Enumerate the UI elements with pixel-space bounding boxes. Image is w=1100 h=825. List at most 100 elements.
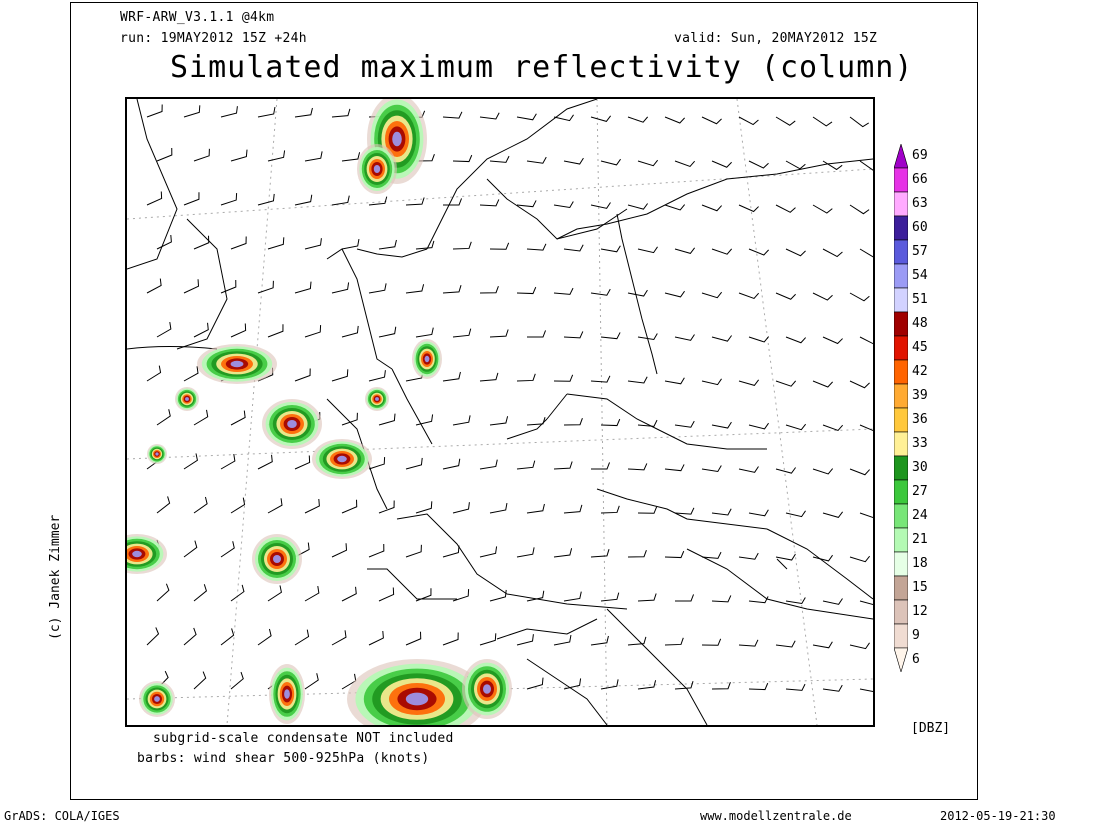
wind-barb <box>193 409 209 426</box>
legend-swatch-6 <box>894 647 908 672</box>
map-canvas <box>127 99 873 725</box>
wind-barb <box>785 160 806 170</box>
legend-swatch-30 <box>894 455 908 481</box>
author-credit: (c) Janek Zimmer <box>48 514 63 640</box>
legend-label-45: 45 <box>912 340 928 355</box>
legend-label-69: 69 <box>912 148 928 163</box>
valid-label: valid: Sun, 20MAY2012 15Z <box>674 31 878 46</box>
reflectivity-cell <box>185 397 189 401</box>
wind-barb <box>812 641 833 649</box>
wind-barb <box>590 635 609 646</box>
wind-barb <box>822 511 844 518</box>
wind-barb <box>553 634 572 646</box>
wind-barb <box>516 113 537 121</box>
wind-barb <box>331 543 348 558</box>
wind-barb <box>146 278 162 294</box>
wind-barb <box>591 462 611 470</box>
wind-barb <box>294 107 313 118</box>
coastlines <box>127 99 873 725</box>
wind-barb <box>849 642 870 650</box>
wind-barb <box>748 596 769 604</box>
wind-barb <box>516 286 537 295</box>
legend-label-39: 39 <box>912 388 928 403</box>
wind-barb <box>822 160 843 171</box>
wind-barb <box>812 554 833 562</box>
wind-barb <box>812 116 833 127</box>
wind-barb <box>267 237 285 250</box>
graticule <box>127 99 873 725</box>
legend-swatch-33 <box>894 431 908 457</box>
reflectivity-cell <box>483 684 491 694</box>
wind-barb <box>859 160 873 171</box>
legend-swatch-45 <box>894 335 908 361</box>
legend-label-33: 33 <box>912 436 928 451</box>
wind-barb <box>516 460 536 470</box>
wind-barb <box>230 149 248 162</box>
wind-barb <box>748 160 769 169</box>
wind-barb <box>637 419 658 427</box>
legend-label-63: 63 <box>912 196 928 211</box>
wind-barb <box>452 154 473 163</box>
wind-barb <box>479 112 500 120</box>
wind-barb <box>220 541 235 558</box>
wind-barb <box>368 544 385 558</box>
wind-barb <box>452 241 472 250</box>
wind-barb <box>711 508 732 516</box>
wind-barb <box>637 593 657 602</box>
legend-swatch-18 <box>894 551 908 577</box>
wind-barb <box>526 156 547 164</box>
wind-barb <box>637 246 658 254</box>
wind-barb <box>859 512 873 519</box>
wind-barb <box>183 540 198 558</box>
wind-barb <box>563 678 582 690</box>
wind-barb <box>812 468 834 475</box>
wind-barb <box>785 423 807 431</box>
wind-barb <box>156 148 173 162</box>
wind-barb <box>748 682 769 691</box>
footer-timestamp: 2012-05-19-21:30 <box>940 809 1056 823</box>
legend-label-6: 6 <box>912 652 920 667</box>
reflectivity-cell <box>273 555 281 563</box>
wind-barb <box>489 589 507 602</box>
wind-barb <box>378 239 397 250</box>
wind-barb <box>183 105 201 118</box>
wind-barb <box>738 379 760 386</box>
wind-barb <box>775 204 796 213</box>
wind-barb <box>859 248 873 258</box>
legend-label-21: 21 <box>912 532 928 547</box>
wind-barb <box>822 684 843 692</box>
legend-swatch-9 <box>894 623 908 649</box>
wind-barb <box>711 248 733 255</box>
wind-barb <box>405 457 423 470</box>
wind-barb <box>183 366 199 382</box>
wind-barb <box>452 589 470 602</box>
wind-barb <box>368 370 386 382</box>
wind-barb <box>627 376 648 384</box>
wind-barb <box>775 553 796 561</box>
wind-barb <box>775 380 797 387</box>
legend-label-51: 51 <box>912 292 928 307</box>
wind-barb <box>516 547 535 558</box>
wind-barb <box>156 234 172 250</box>
wind-barb <box>664 377 685 385</box>
wind-barb <box>701 116 722 125</box>
reflectivity-cell <box>154 696 160 702</box>
legend-swatch-63 <box>894 191 908 217</box>
wind-barb <box>849 116 869 128</box>
legend-label-60: 60 <box>912 220 928 235</box>
wind-barb <box>563 417 583 426</box>
wind-barb <box>156 409 171 426</box>
wind-barb <box>294 368 311 382</box>
wind-barb <box>785 683 806 691</box>
reflectivity-cell <box>375 397 379 401</box>
wind-barb <box>637 506 658 514</box>
wind-barb <box>183 453 198 470</box>
legend-swatch-27 <box>894 479 908 505</box>
wind-barb <box>220 193 238 206</box>
wind-barb <box>378 500 395 514</box>
legend-swatch-21 <box>894 527 908 553</box>
wind-barb <box>146 627 160 646</box>
wind-barb <box>822 598 843 605</box>
color-legend <box>894 144 908 672</box>
wind-barb <box>479 372 499 382</box>
